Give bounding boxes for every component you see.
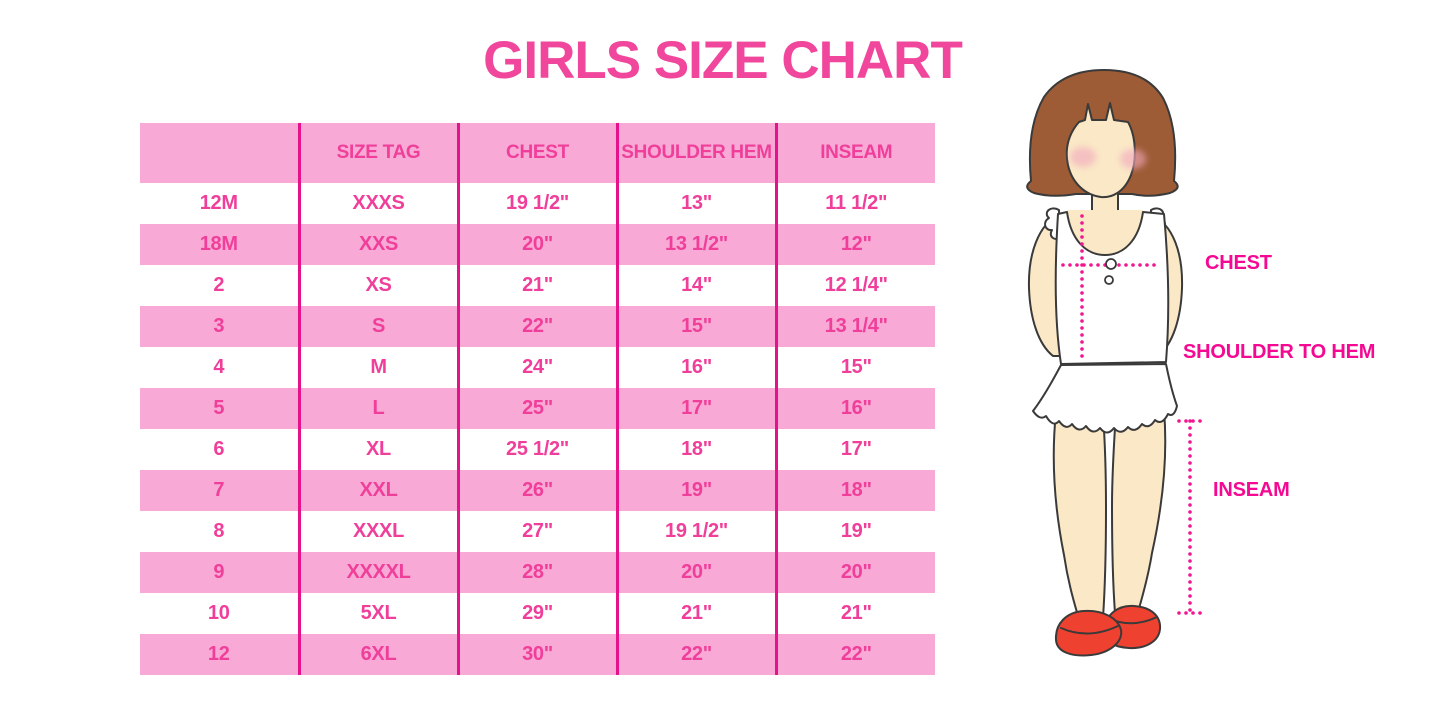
cell-size-tag: 5XL	[297, 593, 458, 634]
cell-size: 12M	[199, 192, 238, 214]
shoulder-to-hem-label: SHOULDER TO HEM	[1183, 341, 1376, 363]
size-table-header: SIZE TAG CHEST SHOULDER HEM INSEAM	[140, 123, 935, 183]
cell-inseam: 21"	[774, 593, 935, 634]
cell-size-tag: XXXXL	[297, 552, 458, 593]
cell-size-tag: 6XL	[297, 634, 458, 675]
shoe-left-strap	[1060, 625, 1119, 635]
cell-chest: 20"	[456, 224, 617, 265]
cell-inseam: 12"	[774, 224, 935, 265]
cell-shoulder-hem: 20"	[615, 552, 776, 593]
cell-chest: 27"	[456, 511, 617, 552]
cell-shoulder-hem: 15"	[615, 306, 776, 347]
table-row: 12 6XL 30" 22" 22"	[140, 634, 935, 675]
cell-shoulder-hem: 13 1/2"	[615, 224, 776, 265]
top-button-1	[1105, 258, 1117, 270]
table-row: 9 XXXXL 28" 20" 20"	[140, 552, 935, 593]
skirt	[1032, 363, 1178, 434]
header-cell-blank	[140, 123, 299, 183]
page-title: GIRLS SIZE CHART	[483, 31, 963, 90]
table-row: 12M XXXS 19 1/2" 13" 11 1/2"	[140, 183, 935, 224]
cell-size-tag: L	[297, 388, 458, 429]
size-chart-table: SIZE TAG CHEST SHOULDER HEM INSEAM 12M X…	[140, 123, 935, 675]
blush-left	[1070, 147, 1096, 167]
cell-inseam: 16"	[774, 388, 935, 429]
cell-chest: 29"	[456, 593, 617, 634]
cell-chest: 24"	[456, 347, 617, 388]
table-row: 2 XS 21" 14" 12 1/4"	[140, 265, 935, 306]
cell-size: 18M	[140, 224, 299, 265]
cell-chest: 21"	[456, 265, 617, 306]
leg-left	[1052, 411, 1107, 619]
cell-shoulder-hem: 14"	[615, 265, 776, 306]
size-table-body: 12M XXXS 19 1/2" 13" 11 1/2" 18M XXS 20"…	[140, 183, 935, 675]
cell-shoulder-hem: 21"	[615, 593, 776, 634]
table-row: 8 XXXL 27" 19 1/2" 19"	[140, 511, 935, 552]
inseam-label: INSEAM	[1213, 479, 1290, 501]
cell-size-tag: XXL	[297, 470, 458, 511]
top-bodice	[1054, 211, 1170, 365]
cell-shoulder-hem: 17"	[615, 388, 776, 429]
cell-size-tag: XL	[297, 429, 458, 470]
table-row: 6 XL 25 1/2" 18" 17"	[140, 429, 935, 470]
cell-inseam: 11 1/2"	[774, 183, 935, 224]
table-row: 7 XXL 26" 19" 18"	[140, 470, 935, 511]
cell-size: 9	[140, 552, 299, 593]
cell-chest: 25"	[456, 388, 617, 429]
cell-size-tag: XXS	[297, 224, 458, 265]
cell-chest: 30"	[456, 634, 617, 675]
cell-size: 4	[213, 356, 225, 378]
header-cell-chest: CHEST	[456, 123, 617, 183]
table-row: 10 5XL 29" 21" 21"	[140, 593, 935, 634]
header-cell-inseam: INSEAM	[774, 123, 935, 183]
header-cell-size-tag: SIZE TAG	[297, 123, 458, 183]
table-row: 3 S 22" 15" 13 1/4"	[140, 306, 935, 347]
chest-label: CHEST	[1205, 252, 1272, 274]
table-row: 18M XXS 20" 13 1/2" 12"	[140, 224, 935, 265]
cell-shoulder-hem: 13"	[615, 183, 776, 224]
cell-inseam: 17"	[774, 429, 935, 470]
cell-size: 12	[140, 634, 299, 675]
cell-chest: 26"	[456, 470, 617, 511]
blush-right	[1120, 149, 1146, 169]
cell-shoulder-hem: 19 1/2"	[615, 511, 776, 552]
cell-size-tag: XXXL	[297, 511, 458, 552]
table-row: 5 L 25" 17" 16"	[140, 388, 935, 429]
leg-right	[1111, 409, 1167, 614]
cell-shoulder-hem: 22"	[615, 634, 776, 675]
cell-inseam: 15"	[774, 347, 935, 388]
cell-size: 5	[140, 388, 299, 429]
header-cell-shoulder-hem: SHOULDER HEM	[615, 123, 776, 183]
cell-size: 7	[140, 470, 299, 511]
cell-inseam: 22"	[774, 634, 935, 675]
face	[1065, 102, 1136, 199]
cell-shoulder-hem: 16"	[615, 347, 776, 388]
top-button-2	[1104, 275, 1114, 285]
cell-shoulder-hem: 19"	[615, 470, 776, 511]
cell-inseam: 13 1/4"	[774, 306, 935, 347]
cell-size: 6	[213, 438, 225, 460]
cell-size-tag: M	[297, 347, 458, 388]
cell-inseam: 12 1/4"	[774, 265, 935, 306]
cell-size-tag: XS	[297, 265, 458, 306]
cell-chest: 28"	[456, 552, 617, 593]
cell-shoulder-hem: 18"	[615, 429, 776, 470]
cell-size: 10	[207, 602, 230, 624]
cell-size: 8	[213, 520, 225, 542]
header-row: SIZE TAG CHEST SHOULDER HEM INSEAM	[140, 123, 935, 183]
chest-skin	[1067, 210, 1143, 260]
cell-inseam: 18"	[774, 470, 935, 511]
cell-size: 3	[140, 306, 299, 347]
cell-inseam: 19"	[774, 511, 935, 552]
table-row: 4 M 24" 16" 15"	[140, 347, 935, 388]
cell-size-tag: S	[297, 306, 458, 347]
cell-chest: 25 1/2"	[456, 429, 617, 470]
cell-chest: 19 1/2"	[456, 183, 617, 224]
cell-size-tag: XXXS	[297, 183, 458, 224]
cell-size: 2	[213, 274, 225, 296]
cell-inseam: 20"	[774, 552, 935, 593]
girl-illustration	[1026, 69, 1204, 657]
cell-chest: 22"	[456, 306, 617, 347]
